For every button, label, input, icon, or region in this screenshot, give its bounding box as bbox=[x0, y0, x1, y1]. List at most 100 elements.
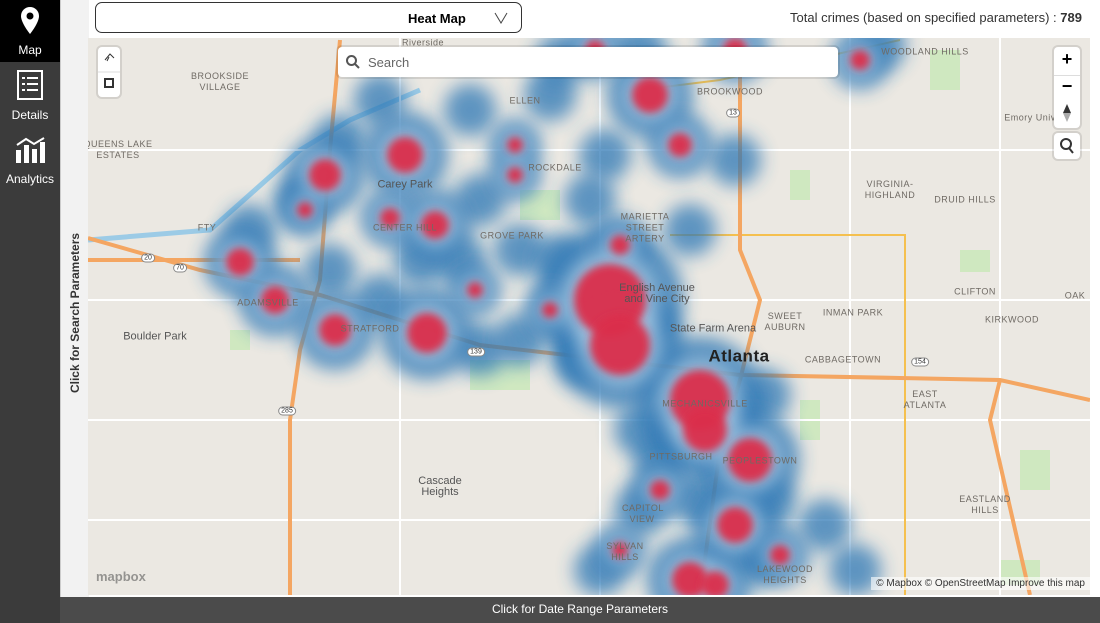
heat-spot bbox=[664, 204, 716, 256]
heat-spot bbox=[799, 499, 851, 551]
map-label: DRUID HILLS bbox=[934, 194, 996, 205]
map-label: CENTER HILL bbox=[372, 222, 438, 233]
heat-spot bbox=[672, 562, 708, 595]
heat-spot bbox=[717, 507, 753, 543]
map-label: STRATFORD bbox=[340, 323, 400, 334]
zoom-in[interactable]: + bbox=[1061, 49, 1073, 69]
mapbox-logo: mapbox bbox=[96, 569, 146, 584]
attribution: © Mapbox © OpenStreetMap Improve this ma… bbox=[871, 577, 1090, 590]
view-selector[interactable]: Heat Map bbox=[95, 2, 522, 33]
selector-label: Heat Map bbox=[408, 11, 466, 26]
nav-label: Map bbox=[18, 43, 42, 57]
compass[interactable] bbox=[1062, 103, 1072, 123]
map-label: SYLVAN HILLS bbox=[606, 541, 644, 562]
date-panel-toggle[interactable]: Click for Date Range Parameters bbox=[60, 597, 1100, 623]
search-placeholder: Search bbox=[368, 55, 410, 70]
attribution-item[interactable]: © Mapbox bbox=[876, 578, 922, 589]
map[interactable]: Riverside WOODLAND HILLS BROOKSIDE VILLAGE… bbox=[88, 38, 1090, 595]
heat-spot bbox=[494, 224, 546, 276]
map-label: Carey Park bbox=[377, 178, 433, 191]
heat-spot bbox=[850, 50, 870, 70]
toggle-label: Click for Search Parameters bbox=[68, 232, 82, 394]
heat-spot bbox=[304, 244, 356, 296]
road-shield: 285 bbox=[278, 406, 296, 416]
map-label: ROCKDALE bbox=[528, 162, 582, 173]
heat-spot bbox=[387, 137, 423, 173]
map-label: Atlanta bbox=[708, 346, 770, 366]
map-label: GROVE PARK bbox=[480, 230, 544, 241]
map-label: FTY bbox=[197, 222, 217, 233]
map-label: English Avenue and Vine City bbox=[619, 282, 695, 305]
map-label: CAPITOL VIEW bbox=[622, 503, 664, 524]
sidebar: Map Details Analytics bbox=[0, 0, 60, 623]
total-label: Total crimes (based on specified paramet… bbox=[790, 10, 1057, 25]
map-label: EAST ATLANTA bbox=[903, 389, 947, 410]
nav-label: Analytics bbox=[5, 172, 55, 186]
map-label: MECHANICSVILLE bbox=[662, 398, 748, 409]
heat-spot bbox=[668, 133, 692, 157]
total-value: 789 bbox=[1060, 10, 1082, 25]
road-shield: 139 bbox=[467, 347, 485, 357]
heat-spot bbox=[226, 248, 254, 276]
map-label: Cascade Heights bbox=[418, 475, 462, 498]
draw-tools bbox=[98, 47, 120, 97]
map-label: State Farm Arena bbox=[669, 322, 757, 335]
list-icon bbox=[17, 70, 43, 100]
heat-spot bbox=[579, 129, 631, 181]
nav-details[interactable]: Details bbox=[0, 62, 60, 124]
map-label: CABBAGETOWN bbox=[804, 354, 882, 365]
locate-control[interactable] bbox=[1054, 133, 1080, 159]
road-shield: 20 bbox=[141, 253, 155, 263]
nav-analytics[interactable]: Analytics bbox=[0, 128, 60, 190]
map-canvas bbox=[88, 38, 1090, 595]
search-icon bbox=[346, 55, 360, 69]
map-label: CLIFTON bbox=[954, 286, 996, 297]
heat-spot bbox=[354, 74, 406, 126]
zoom-out[interactable]: − bbox=[1054, 75, 1080, 97]
attribution-item[interactable]: © OpenStreetMap bbox=[924, 578, 1006, 589]
map-label: BROOKWOOD bbox=[696, 86, 764, 97]
heat-spot bbox=[507, 137, 523, 153]
chart-icon bbox=[16, 137, 45, 163]
map-label: Emory Univ bbox=[1004, 112, 1056, 123]
heat-spot bbox=[297, 202, 313, 218]
heat-spot bbox=[261, 286, 289, 314]
heat-spot bbox=[610, 235, 630, 255]
map-label: ADAMSVILLE bbox=[237, 297, 299, 308]
zoom-controls: + − bbox=[1054, 47, 1080, 128]
heat-spot bbox=[564, 174, 616, 226]
map-label: BROOKSIDE VILLAGE bbox=[190, 71, 249, 92]
nav-label: Details bbox=[11, 108, 49, 122]
heat-spot bbox=[380, 208, 400, 228]
map-label: QUEENS LAKE ESTATES bbox=[88, 139, 153, 160]
heat-spot bbox=[467, 282, 483, 298]
heat-spot bbox=[709, 134, 761, 186]
search-panel-toggle[interactable]: Click for Search Parameters bbox=[60, 0, 89, 597]
heat-spot bbox=[319, 314, 351, 346]
heat-spot bbox=[683, 408, 727, 452]
attribution-item[interactable]: Improve this map bbox=[1008, 578, 1085, 589]
map-label: WOODLAND HILLS bbox=[881, 46, 969, 57]
chevron bbox=[494, 12, 508, 24]
nav-map[interactable]: Map bbox=[0, 0, 60, 62]
heat-spot bbox=[650, 480, 670, 500]
map-label: PITTSBURGH bbox=[649, 451, 713, 462]
map-label: Riverside bbox=[401, 38, 445, 48]
map-label: INMAN PARK bbox=[822, 307, 884, 318]
heat-spot bbox=[444, 84, 496, 136]
map-label: ELLEN bbox=[509, 95, 541, 106]
map-label: OAK bbox=[1064, 290, 1086, 301]
map-label: LAKEWOOD HEIGHTS bbox=[756, 564, 813, 585]
search-box[interactable]: Search bbox=[338, 47, 838, 77]
heat-spot bbox=[770, 545, 790, 565]
map-label: EASTLAND HILLS bbox=[959, 494, 1011, 515]
heat-spot bbox=[590, 315, 650, 375]
heat-spot bbox=[421, 211, 449, 239]
road-shield: 13 bbox=[726, 108, 740, 118]
pin-icon bbox=[21, 7, 39, 34]
heat-spot bbox=[829, 544, 881, 595]
total-crimes: Total crimes (based on specified paramet… bbox=[790, 10, 1082, 25]
heat-spot bbox=[507, 167, 523, 183]
tool-icons[interactable] bbox=[98, 47, 120, 97]
